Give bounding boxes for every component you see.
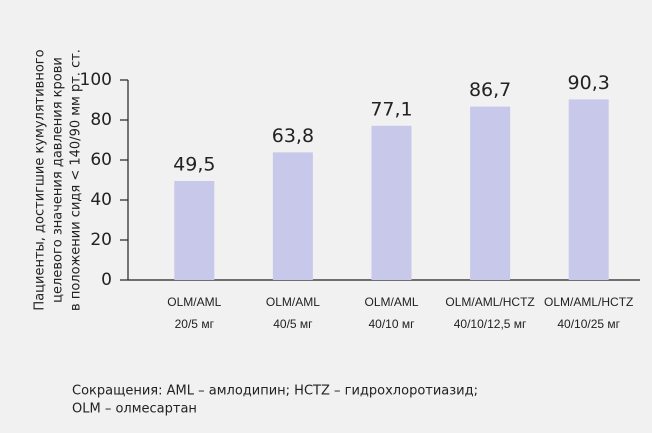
x-tick-label: 40/10 мг xyxy=(369,317,416,331)
x-tick-label: OLM/AML/HCTZ xyxy=(445,295,534,309)
x-tick-label: 40/5 мг xyxy=(273,317,313,331)
value-label: 49,5 xyxy=(173,154,215,176)
y-label-line: в положении сидя < 140/90 мм рт. ст. xyxy=(69,49,84,311)
y-label-line: целевого значения давления крови xyxy=(51,57,66,303)
y-tick-label: 60 xyxy=(90,150,112,170)
y-tick-label: 0 xyxy=(101,270,112,290)
value-label: 77,1 xyxy=(370,98,412,120)
note: OLM – олмесартан xyxy=(72,402,197,417)
value-label: 86,7 xyxy=(469,79,511,101)
bar xyxy=(174,181,215,280)
bar xyxy=(371,125,412,280)
x-tick-label: OLM/AML xyxy=(364,295,418,309)
y-axis-label: Пациенты, достигшие кумулятивного целево… xyxy=(33,49,84,311)
x-tick-label: OLM/AML xyxy=(266,295,320,309)
y-label-line: Пациенты, достигшие кумулятивного xyxy=(33,49,48,310)
bar xyxy=(470,106,511,280)
bar xyxy=(568,99,609,281)
x-tick-label: 40/10/25 мг xyxy=(557,317,620,331)
y-tick-label: 40 xyxy=(90,190,112,210)
x-tick-label: 40/10/12,5 мг xyxy=(454,317,527,331)
y-tick-label: 20 xyxy=(90,230,112,250)
value-label: 63,8 xyxy=(272,125,314,147)
x-tick-label: OLM/AML xyxy=(167,295,221,309)
x-tick-label: OLM/AML/HCTZ xyxy=(544,295,633,309)
y-tick-label: 100 xyxy=(80,70,112,90)
x-tick-label: 20/5 мг xyxy=(175,317,215,331)
note: Сокращения: AML – амлодипин; HCTZ – гидр… xyxy=(72,384,478,399)
bar xyxy=(272,152,313,280)
value-label: 90,3 xyxy=(568,72,610,94)
y-tick-label: 80 xyxy=(90,110,112,130)
